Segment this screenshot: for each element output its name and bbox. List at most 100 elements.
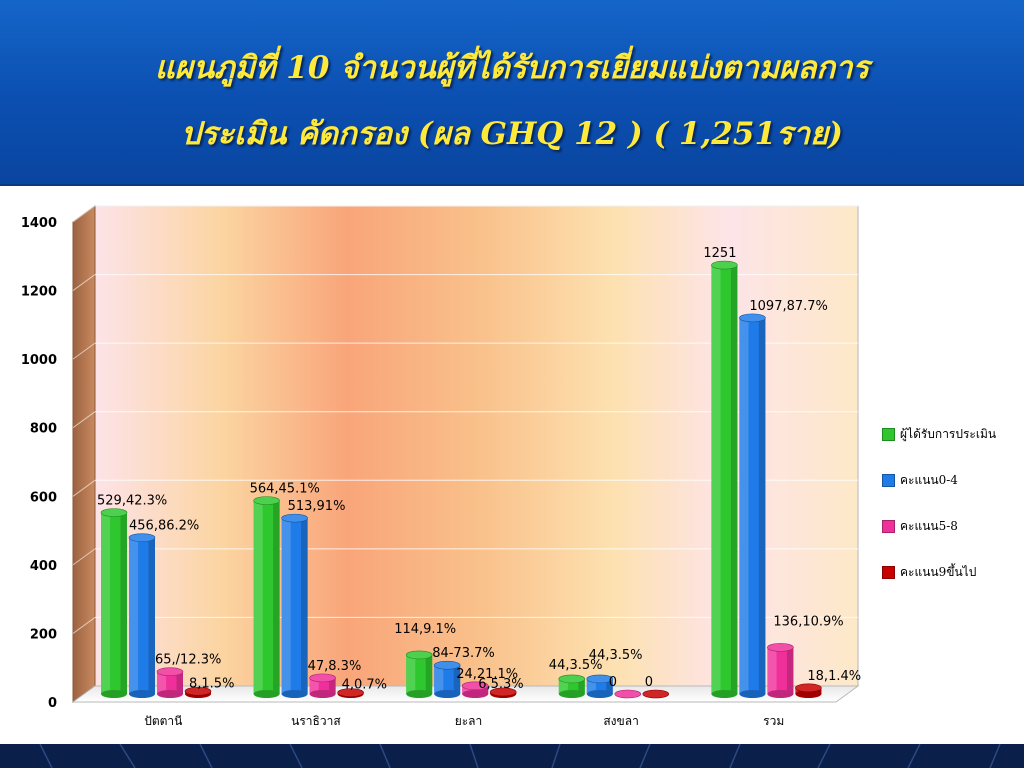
- bar-top: [489, 687, 517, 697]
- bar-highlight: [129, 537, 139, 694]
- y-tick-label: 1200: [21, 285, 57, 300]
- y-tick-label: 800: [30, 422, 57, 437]
- bar-highlight: [406, 654, 416, 694]
- legend-item: คะแนน5-8: [882, 518, 958, 534]
- bar: [795, 683, 822, 698]
- data-label: 0: [609, 675, 617, 690]
- y-tick-label: 0: [48, 696, 57, 711]
- bar-top: [642, 689, 670, 699]
- gridline-side: [72, 548, 96, 566]
- bar-top: [128, 533, 156, 542]
- bar-highlight: [434, 665, 444, 694]
- bar-top: [795, 683, 822, 693]
- data-label: 84-73.7%: [432, 646, 495, 661]
- bar-bottom: [101, 690, 127, 698]
- data-label: 4,0.7%: [342, 678, 387, 693]
- bar-bottom: [129, 690, 155, 698]
- footer-band: [0, 744, 1024, 768]
- bar-shade: [481, 685, 489, 694]
- y-tick-label: 200: [30, 627, 57, 642]
- bar: [156, 667, 184, 698]
- bars: [100, 260, 822, 699]
- y-tick-label: 1400: [21, 216, 57, 231]
- bar-top: [614, 689, 642, 699]
- bar-top: [739, 313, 766, 323]
- bar-top: [100, 508, 128, 517]
- bar: [433, 660, 461, 698]
- gridline-side: [72, 205, 96, 223]
- bar-bottom: [406, 690, 433, 698]
- bar-highlight: [101, 512, 111, 694]
- chart-title-line-1: แผนภูมิที่ 10 จำนวนผู้ที่ได้รับการเยี่ยม…: [154, 50, 870, 86]
- bar-shade: [786, 647, 794, 694]
- bar-bottom: [462, 690, 489, 698]
- x-tick-label: ปัตตานี: [144, 714, 182, 728]
- bar-highlight: [157, 671, 167, 694]
- data-label: 136,10.9%: [773, 614, 843, 629]
- bar-bottom: [739, 690, 766, 698]
- legend-item: คะแนน0-4: [882, 472, 958, 488]
- bar-bottom: [586, 690, 613, 698]
- bar-bottom: [558, 690, 585, 698]
- x-tick-label: นราธิวาส: [291, 714, 341, 728]
- legend-item: ผู้ได้รับการประเมิน: [882, 426, 996, 442]
- data-label: 44,3.5%: [589, 648, 643, 663]
- bar-top: [253, 496, 280, 505]
- bar-bottom: [795, 690, 822, 698]
- bar-shade: [730, 265, 738, 694]
- gridline-side: [72, 479, 96, 497]
- bar-top: [184, 686, 212, 696]
- bar: [767, 643, 794, 698]
- y-axis: 0 200 400 600 800 1000 1200 1400: [21, 216, 57, 711]
- bar-shade: [176, 671, 183, 694]
- bar: [405, 650, 433, 698]
- bar: [711, 260, 738, 698]
- legend-swatch: [882, 519, 895, 533]
- data-label: 6,5.3%: [478, 677, 523, 692]
- x-tick-label: รวม: [763, 714, 784, 728]
- bar-highlight: [711, 265, 721, 694]
- bar-shade: [578, 678, 585, 694]
- bar: [586, 674, 614, 698]
- data-label: 1251: [703, 246, 736, 261]
- bar-top: [337, 688, 364, 697]
- bar-bottom: [281, 690, 308, 698]
- bar-highlight: [309, 677, 319, 694]
- bar-highlight: [767, 647, 777, 694]
- bar-chart: 0 200 400 600 800 1000 1200 1400 529,42.3% 456,8…: [21, 205, 861, 728]
- bar-bottom: [434, 690, 461, 698]
- plot-side-wall: [72, 205, 96, 703]
- data-label: 18,1.4%: [807, 669, 861, 684]
- y-tick-label: 600: [30, 490, 57, 505]
- legend-label: คะแนน5-8: [900, 518, 958, 533]
- legend-swatch: [882, 427, 895, 441]
- bar-bottom: [309, 690, 336, 698]
- bar: [128, 533, 156, 698]
- bar-shade: [453, 665, 461, 694]
- bar-highlight: [586, 678, 596, 694]
- bar-bottom: [767, 690, 794, 698]
- bar-top: [767, 643, 794, 652]
- bar: [309, 673, 336, 698]
- bar: [337, 688, 364, 698]
- bar-bottom: [711, 690, 738, 698]
- bar-highlight: [281, 518, 291, 694]
- chart-title-line-2: ประเมิน คัดกรอง (ผล GHQ 12 ) ( 1,251ราย): [181, 116, 843, 152]
- bar-shade: [273, 500, 280, 694]
- bar-top: [156, 667, 184, 677]
- bar-top: [711, 260, 738, 270]
- bar: [614, 689, 642, 699]
- data-label: 114,9.1%: [394, 622, 456, 637]
- legend-label: คะแนน9ขึ้นไป: [900, 564, 977, 579]
- bar-shade: [606, 678, 613, 694]
- bar-highlight: [558, 678, 568, 694]
- bar-top: [586, 674, 614, 684]
- data-label: 1097,87.7%: [749, 299, 828, 314]
- bar-shade: [814, 687, 822, 694]
- bar-shade: [301, 518, 308, 694]
- data-label: 564,45.1%: [250, 482, 320, 497]
- y-tick-label: 1000: [21, 353, 57, 368]
- bar-top: [433, 660, 461, 670]
- bar-top: [461, 681, 489, 691]
- bar-top: [558, 674, 586, 684]
